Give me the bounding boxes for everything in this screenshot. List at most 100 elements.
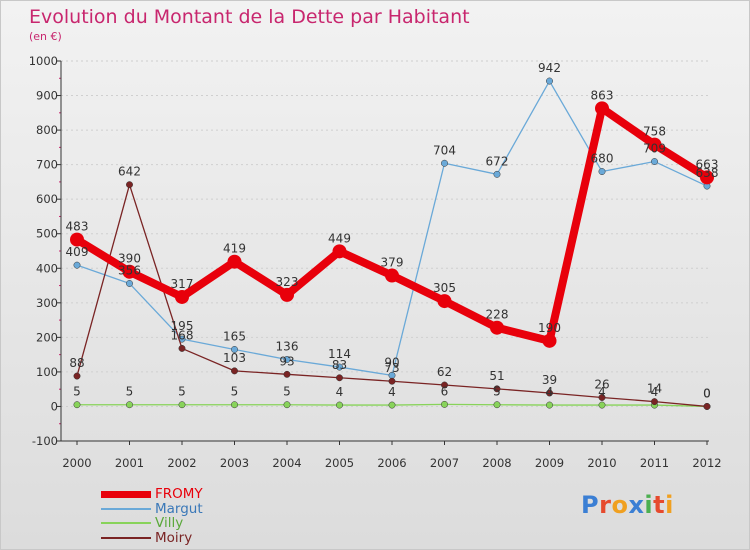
y-tick-label: 300 [36, 296, 58, 310]
data-label-villy: 5 [493, 385, 501, 399]
data-point-moiry [231, 367, 238, 375]
x-tick-label: 2000 [62, 456, 91, 470]
data-point-fromy [542, 333, 557, 348]
data-point-villy [336, 401, 343, 409]
data-label-moiry: 51 [489, 369, 504, 383]
data-point-moiry [126, 181, 133, 189]
legend-swatch-moiry [101, 536, 151, 539]
legend-swatch-margut [101, 507, 151, 510]
data-point-villy [598, 401, 606, 409]
data-label-margut: 90 [384, 355, 399, 369]
data-point-margut [493, 170, 501, 178]
data-label-fromy: 863 [591, 88, 614, 102]
data-label-fromy: 419 [223, 242, 246, 256]
data-label-villy: 5 [178, 385, 186, 399]
data-point-moiry [441, 381, 448, 389]
y-tick-label: -100 [32, 434, 58, 448]
proxiti-logo: Proxiti [581, 491, 674, 519]
data-point-villy [73, 401, 81, 409]
data-label-villy: 4 [336, 385, 344, 399]
data-point-moiry [703, 403, 711, 410]
x-tick-label: 2011 [640, 456, 669, 470]
data-point-moiry [178, 344, 186, 352]
data-label-fromy: 317 [171, 277, 194, 291]
data-point-moiry [546, 389, 553, 397]
data-label-fromy: 190 [538, 321, 561, 335]
data-point-moiry [336, 374, 343, 382]
data-label-villy: 4 [598, 385, 606, 399]
data-label-fromy: 390 [118, 252, 141, 266]
y-tick-label: 100 [36, 365, 58, 379]
data-label-moiry: 642 [118, 165, 141, 179]
data-label-moiry: 0 [703, 386, 711, 400]
data-label-moiry: 62 [437, 365, 452, 379]
series-line-fromy [73, 104, 711, 345]
data-label-moiry: 39 [542, 373, 557, 387]
data-point-fromy [122, 264, 137, 279]
y-tick-label: 1000 [29, 54, 58, 68]
y-tick-label: 200 [36, 330, 58, 344]
x-tick-label: 2010 [587, 456, 616, 470]
data-label-fromy: 758 [643, 125, 666, 139]
y-tick-label: 600 [36, 192, 58, 206]
legend-swatch-villy [101, 522, 151, 524]
data-label-fromy: 323 [276, 275, 299, 289]
data-label-moiry: 168 [171, 328, 194, 342]
data-point-margut [283, 356, 291, 363]
data-point-villy [546, 401, 553, 409]
data-label-margut: 704 [433, 143, 456, 157]
data-point-margut [651, 158, 658, 165]
data-point-villy [283, 401, 291, 409]
data-label-villy: 4 [388, 385, 396, 399]
data-point-margut [73, 261, 81, 269]
y-tick-label: 800 [36, 123, 58, 137]
data-label-moiry: 103 [223, 351, 246, 365]
data-label-villy: 6 [441, 384, 449, 398]
data-label-fromy: 305 [433, 281, 456, 295]
data-point-fromy [490, 320, 504, 335]
legend-label-villy: Villy [155, 515, 184, 531]
data-label-villy: 4 [651, 385, 659, 399]
x-tick-label: 2008 [482, 456, 511, 470]
data-point-villy [126, 401, 133, 409]
data-label-moiry: 93 [279, 354, 294, 368]
data-label-villy: 5 [283, 385, 291, 399]
data-label-margut: 709 [643, 142, 666, 156]
y-tick-label: 900 [36, 89, 58, 103]
data-label-margut: 680 [591, 152, 614, 166]
chart-title: Evolution du Montant de la Dette par Hab… [29, 6, 470, 28]
data-label-fromy: 228 [486, 308, 509, 322]
data-label-moiry: 73 [384, 361, 399, 375]
data-point-margut [126, 280, 133, 287]
legend-label-margut: Margut [155, 500, 203, 517]
data-label-fromy: 483 [66, 220, 89, 234]
data-point-margut [231, 346, 238, 353]
data-point-fromy [280, 287, 294, 302]
data-point-margut [546, 77, 553, 85]
data-label-margut: 672 [486, 154, 509, 168]
data-label-moiry: 26 [594, 377, 609, 391]
data-point-moiry [493, 385, 501, 393]
data-point-margut [336, 363, 343, 371]
data-point-moiry [388, 377, 396, 385]
data-label-villy: 4 [546, 385, 554, 399]
y-tick-label: 700 [36, 158, 58, 172]
data-label-fromy: 663 [696, 157, 719, 171]
data-label-fromy: 379 [381, 256, 404, 270]
x-tick-label: 2003 [220, 456, 249, 470]
data-label-villy: 5 [231, 385, 239, 399]
x-tick-label: 2009 [535, 456, 564, 470]
legend-label-fromy: FROMY [155, 486, 203, 502]
data-point-villy [441, 400, 448, 408]
data-label-moiry: 14 [647, 382, 662, 396]
data-label-fromy: 449 [328, 231, 351, 245]
data-point-villy [178, 401, 186, 409]
y-tick-label: 400 [36, 261, 58, 275]
data-point-moiry [651, 398, 658, 406]
data-point-fromy [332, 244, 347, 259]
data-point-margut [598, 168, 606, 175]
x-tick-label: 2002 [167, 456, 196, 470]
data-point-fromy [595, 101, 609, 116]
